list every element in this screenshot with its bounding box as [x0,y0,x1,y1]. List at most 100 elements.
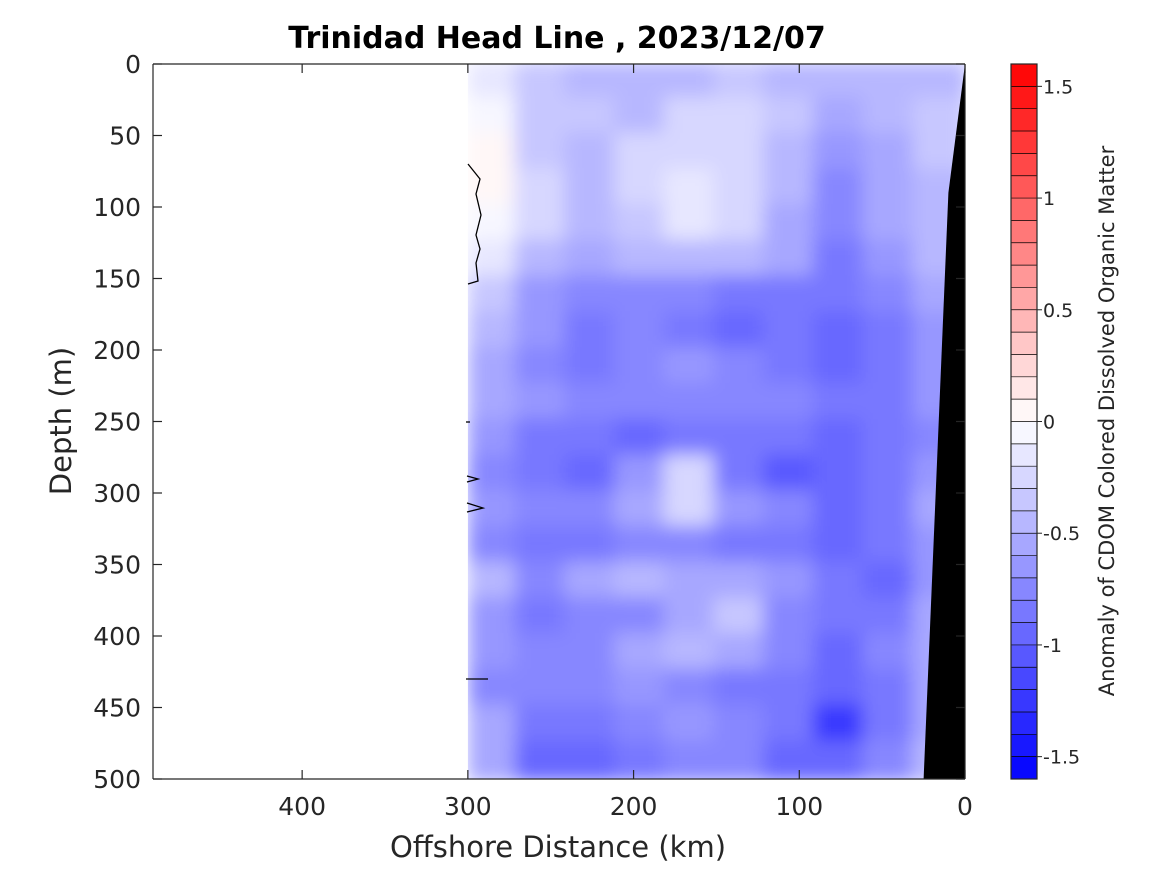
heatmap-cell [812,204,869,246]
heatmap-cell [614,311,670,354]
heatmap-cell [663,64,720,103]
y-axis-ticks: 0 50 100 150 200 250 300 350 400 450 500 [93,50,965,794]
heatmap-cell [514,275,571,318]
heatmap-cell [862,740,919,779]
heatmap-cell [514,418,571,461]
heatmap-cell [713,418,770,461]
heatmap-cell [663,525,720,568]
colorbar-swatch [1011,220,1037,244]
heatmap-cell [663,704,720,747]
colorbar-swatch [1011,108,1037,132]
heatmap-cell [763,597,819,640]
heatmap-cell [663,382,720,425]
heatmap-cell [564,64,620,103]
y-tick-label: 50 [109,122,141,151]
zero-contour-line [467,163,482,285]
colorbar-swatch [1011,443,1037,467]
heatmap-cell [514,561,571,604]
heatmap-cell [614,525,670,568]
heatmap-cell [564,347,620,389]
heatmap-cell [713,239,770,282]
heatmap-cell [862,347,919,389]
heatmap-cell [912,96,965,139]
heatmap-cell [614,275,670,318]
heatmap-cell [564,311,620,354]
heatmap-cell [713,311,770,354]
colorbar-swatch [1011,175,1037,199]
heatmap-cell [812,597,869,640]
heatmap-cell [812,490,869,532]
colorbar-swatch [1011,86,1037,110]
heatmap-cell [763,525,819,568]
heatmap-cell [514,633,571,675]
heatmap-cell [663,418,720,461]
heatmap-cell [467,454,521,496]
heatmap-cell [564,96,620,139]
colorbar-swatch [1011,622,1037,646]
heatmap-cell [812,96,869,139]
heatmap-cell [763,704,819,747]
colorbar-swatch [1011,689,1037,713]
heatmap-cell [467,64,521,103]
heatmap-cell [763,168,819,211]
heatmap-cell [514,132,571,175]
heatmap-cell [862,275,919,318]
colorbar-swatch [1011,64,1037,87]
heatmap-cell [663,740,720,779]
heatmap-cell [614,597,670,640]
heatmap-cell [862,132,919,175]
heatmap-cell [614,704,670,747]
heatmap-cell [564,168,620,211]
colorbar-swatch [1011,756,1037,780]
heatmap-cell [467,418,521,461]
heatmap-cell [564,525,620,568]
y-tick-label: 500 [93,765,141,794]
heatmap-cell [763,275,819,318]
heatmap-cell [663,311,720,354]
heatmap-cell [763,204,819,246]
heatmap-cell [467,382,521,425]
heatmap-cell [663,597,720,640]
heatmap-cell [467,597,521,640]
y-tick-label: 100 [93,193,141,222]
heatmap-cell [564,668,620,711]
heatmap-cell [614,239,670,282]
heatmap-cell [564,204,620,246]
no-data-mask [427,64,468,779]
heatmap-cell [663,132,720,175]
heatmap-cell [467,96,521,139]
heatmap-cell [862,597,919,640]
heatmap-cell [862,311,919,354]
heatmap-cell [514,347,571,389]
heatmap-cell [467,311,521,354]
colorbar-swatch [1011,376,1037,400]
heatmap-cell [862,454,919,496]
heatmap-cell [564,740,620,779]
y-tick-label: 400 [93,622,141,651]
heatmap-cell [663,668,720,711]
colorbar-swatch [1011,332,1037,355]
heatmap-cell [514,525,571,568]
heatmap-cell [812,64,869,103]
heatmap-cell [763,490,819,532]
heatmap-cell [614,96,670,139]
heatmap-cell [614,740,670,779]
y-tick-label: 250 [93,408,141,437]
heatmap-cell [763,96,819,139]
colorbar-swatch [1011,533,1037,556]
heatmap-cell [514,64,571,103]
heatmap-cell [862,239,919,282]
heatmap-cell [763,311,819,354]
heatmap-cell [713,347,770,389]
colorbar-swatch [1011,287,1037,311]
colorbar-swatch [1011,510,1037,534]
heatmap-cell [467,239,521,282]
x-tick-label: 0 [957,792,973,821]
heatmap-cell [763,561,819,604]
heatmap-cell [713,275,770,318]
colorbar-ticks: 1.5 1 0.5 0 -0.5 -1 -1.5 [1037,76,1080,769]
colorbar-swatch [1011,577,1037,601]
heatmap-cell [763,668,819,711]
y-tick-label: 200 [93,336,141,365]
heatmap-cell [467,633,521,675]
